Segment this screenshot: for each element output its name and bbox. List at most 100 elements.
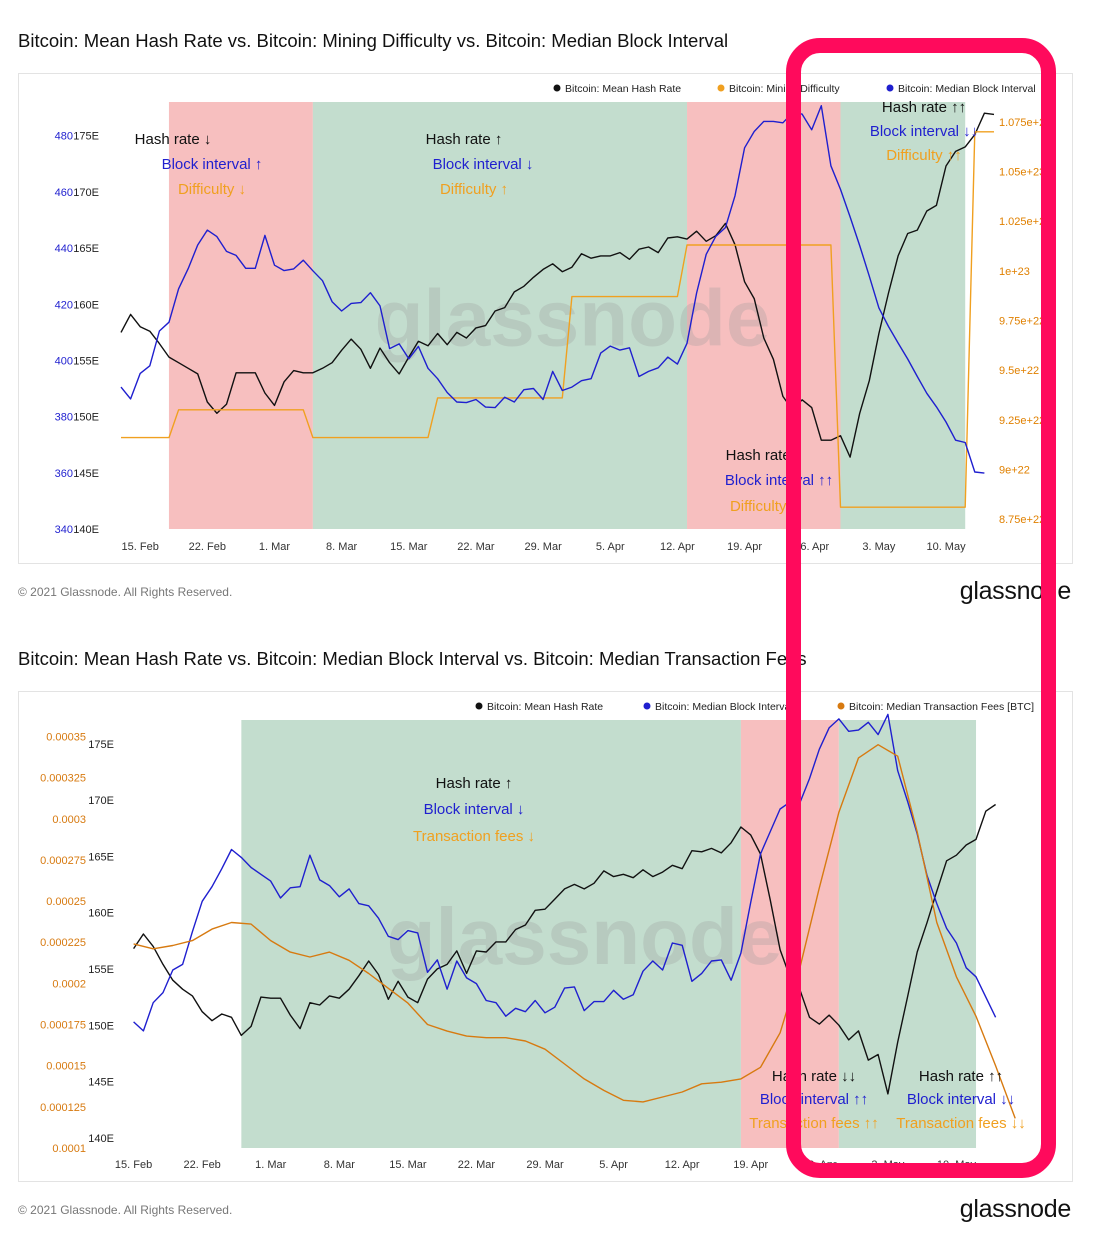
left-axis-tick-hash-rate: 170E [88,795,114,807]
right-axis-tick-difficulty: 9.5e+22 [999,365,1039,377]
left-axis-tick-block-interval: 460 [55,187,73,199]
series-line-bitcoin-mean-hash-rate [133,803,996,1095]
series-line-bitcoin-mean-hash-rate [120,112,995,458]
left-axis-tick-fees: 0.000275 [40,855,86,867]
left-axis-tick-hash-rate: 160E [88,908,114,920]
left-axis-tick-hash-rate: 150E [88,1020,114,1032]
right-axis-tick-difficulty: 9e+22 [999,464,1030,476]
annotation-text: Hash rate ↑↑ [919,1068,1003,1085]
chart1-title: Bitcoin: Mean Hash Rate vs. Bitcoin: Min… [18,30,729,51]
annotation-text: Block interval ↓ [424,801,525,818]
chart1-copyright: © 2021 Glassnode. All Rights Reserved. [18,585,233,599]
legend-marker [475,702,483,710]
legend-label: Bitcoin: Median Block Interval [898,83,1036,95]
x-axis-tick-label: 5. Apr [599,1159,628,1171]
left-axis-tick-fees: 0.00015 [46,1061,86,1073]
shaded-region-green [312,102,688,529]
x-axis-tick-label: 22. Feb [184,1159,221,1171]
annotation-text: Difficulty ↑ [730,498,798,515]
left-axis-tick-hash-rate: 145E [88,1077,114,1089]
annotation-text: Hash rate ↑ [436,775,513,792]
x-axis-tick-label: 1. Mar [255,1159,287,1171]
annotation-text: Difficulty ↑↑ [886,147,962,164]
left-axis-tick-block-interval: 380 [55,412,73,424]
x-axis-tick-label: 15. Feb [122,541,159,553]
left-axis-tick-fees: 0.0001 [52,1143,86,1155]
shaded-region-red [687,102,841,529]
annotation-text: Difficulty ↑ [440,181,508,198]
x-axis-tick-label: 22. Mar [458,1159,496,1171]
left-axis-tick-hash-rate: 165E [73,243,99,255]
left-axis-tick-fees: 0.00035 [46,731,86,743]
legend-marker [837,702,845,710]
left-axis-tick-block-interval: 420 [55,299,73,311]
legend-label: Bitcoin: Mean Hash Rate [487,701,603,713]
legend-label: Bitcoin: Mining Difficulty [729,83,840,95]
annotation-text: Block interval ↓↓ [907,1091,1015,1108]
annotation-text: Transaction fees ↓ [413,828,535,845]
left-axis-tick-fees: 0.000325 [40,773,86,785]
x-axis-tick-label: 29. Mar [524,541,562,553]
annotation-text: Hash rate ↑↑ [882,99,966,116]
chart2-copyright: © 2021 Glassnode. All Rights Reserved. [18,1203,233,1217]
left-axis-tick-fees: 0.00025 [46,896,86,908]
legend-label: Bitcoin: Mean Hash Rate [565,83,681,95]
chart2-title: Bitcoin: Mean Hash Rate vs. Bitcoin: Med… [18,648,807,669]
series-line-bitcoin-median-block-interval [120,105,985,474]
annotation-text: Block interval ↓↓ [870,123,978,140]
left-axis-tick-hash-rate: 175E [88,739,114,751]
left-axis-tick-hash-rate: 140E [88,1133,114,1145]
series-line-bitcoin-mining-difficulty [121,131,994,508]
right-axis-tick-difficulty: 8.75e+22 [999,514,1045,526]
series-line-bitcoin-median-block-interval [133,713,997,1032]
x-axis-tick-label: 22. Feb [189,541,226,553]
left-axis-tick-hash-rate: 155E [73,355,99,367]
annotation-text: Block interval ↑↑ [760,1091,868,1108]
x-axis-tick-label: 12. Apr [665,1159,700,1171]
left-axis-tick-hash-rate: 150E [73,412,99,424]
x-axis-tick-label: 10. May [926,541,966,553]
left-axis-tick-block-interval: 340 [55,524,73,536]
left-axis-tick-fees: 0.000125 [40,1102,86,1114]
left-axis-tick-fees: 0.0002 [52,978,86,990]
x-axis-tick-label: 5. Apr [596,541,625,553]
series-line-bitcoin-median-transaction-fees-btc- [133,744,1016,1119]
annotation-text: Difficulty ↓ [178,181,246,198]
left-axis-tick-hash-rate: 155E [88,964,114,976]
watermark-text: glassnode [375,274,771,363]
chart1-plot: glassnode 140E 145E 150E 155E 160E 165E 170E 175… [55,83,1052,553]
annotation-text: Block interval ↓ [433,156,534,173]
annotation-text: Transaction fees ↑↑ [749,1115,879,1132]
shaded-region-red [168,102,313,529]
right-axis-tick-difficulty: 9.25e+22 [999,415,1045,427]
chart1-glassnode-logo: glassnode [959,577,1072,605]
shaded-region-green [241,720,741,1148]
x-axis-tick-label: 3. May [862,541,896,553]
legend-marker [717,84,725,92]
x-axis-tick-label: 12. Apr [660,541,695,553]
left-axis-tick-hash-rate: 170E [73,187,99,199]
right-axis-tick-difficulty: 1e+23 [999,266,1030,278]
annotation-text: Hash rate ↑ [426,131,503,148]
left-axis-tick-hash-rate: 175E [73,131,99,143]
x-axis-tick-label: 26. Apr [794,541,829,553]
legend-label: Bitcoin: Median Block Interval [655,701,793,713]
x-axis-tick-label: 26. Apr [802,1159,837,1171]
left-axis-tick-fees: 0.0003 [52,814,86,826]
chart2-frame: glassnode 140E 145E 150E 155E 160E 165E 170E 175… [18,691,1073,1182]
x-axis-tick-label: 1. Mar [259,541,291,553]
legend-label: Bitcoin: Median Transaction Fees [BTC] [849,701,1034,713]
annotation-text: Block interval ↑↑ [725,472,833,489]
x-axis-tick-label: 29. Mar [526,1159,564,1171]
annotation-text: Block interval ↑ [162,156,263,173]
x-axis-tick-label: 19. Apr [733,1159,768,1171]
watermark-text: glassnode [387,892,783,981]
chart2-plot: glassnode 140E 145E 150E 155E 160E 165E 170E 175… [40,701,1034,1171]
left-axis-tick-fees: 0.000225 [40,937,86,949]
left-axis-tick-block-interval: 480 [55,131,73,143]
legend-marker [886,84,894,92]
annotation-text: Hash rate ↓ [726,447,803,464]
x-axis-tick-label: 3. May [871,1159,905,1171]
right-axis-tick-difficulty: 1.075e+23 [999,117,1051,129]
annotation-text: Transaction fees ↓↓ [896,1115,1026,1132]
